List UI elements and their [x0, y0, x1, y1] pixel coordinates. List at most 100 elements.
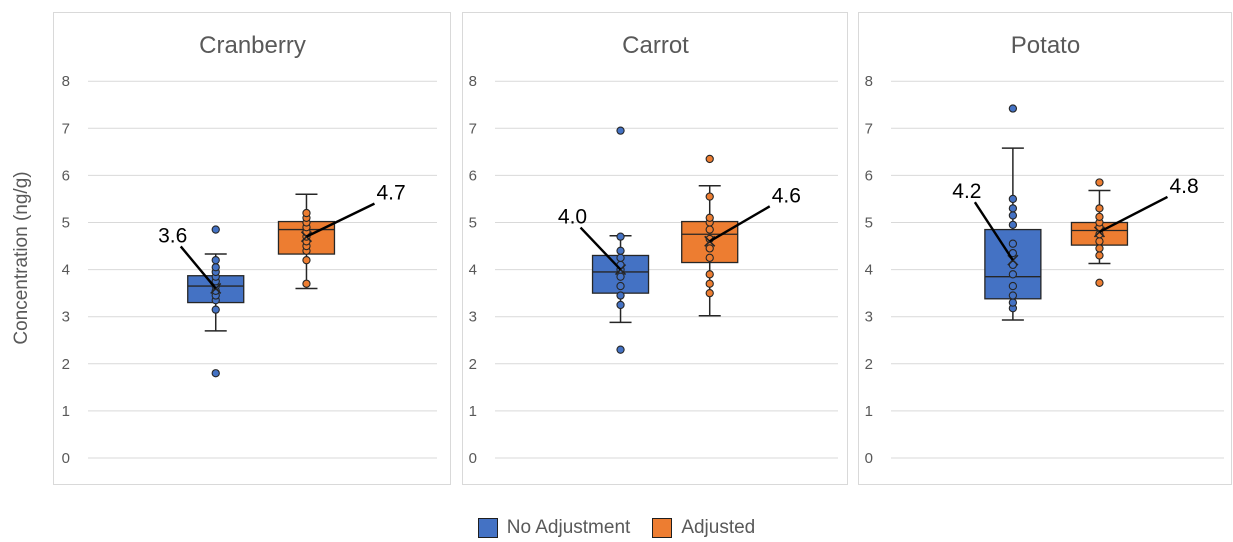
- mean-leader-line: [1098, 195, 1169, 233]
- data-point: [705, 213, 714, 222]
- legend-label-no-adjustment: No Adjustment: [506, 517, 631, 538]
- series-no-adjustment: 4.0: [558, 126, 650, 354]
- data-point: [616, 232, 625, 241]
- mean-label: 4.2: [952, 180, 981, 203]
- data-point: [616, 253, 625, 262]
- panel-carrot: Carrot 0 1 2 3 4 5 6 7 8 4.0 4.6: [462, 12, 848, 485]
- y-tick-label: 4: [865, 262, 873, 279]
- data-point: [1008, 211, 1018, 220]
- y-tick-label: 3: [865, 309, 873, 326]
- y-tick-label: 5: [469, 215, 477, 232]
- panel-border: [858, 12, 1232, 485]
- y-tick-label: 2: [62, 356, 70, 373]
- data-point: [211, 225, 220, 234]
- y-tick-label: 6: [469, 167, 477, 184]
- y-tick-label: 6: [865, 167, 873, 184]
- data-point: [705, 225, 714, 234]
- data-point: [1008, 291, 1018, 300]
- box-plot-chart: Concentration (ng/g) Cranberry 0 1 2 3 4 5 6 7 8 3.…: [11, 12, 1232, 485]
- y-tick-label: 6: [62, 167, 70, 184]
- data-point: [616, 300, 625, 310]
- y-tick-label: 0: [469, 450, 477, 467]
- panel-potato: Potato 0 1 2 3 4 5 6 7 8 4.2 4.8: [858, 12, 1232, 485]
- legend-item-adjusted: Adjusted: [652, 517, 755, 539]
- data-point: [705, 288, 714, 298]
- data-point: [1095, 212, 1104, 221]
- data-point: [1095, 178, 1104, 187]
- legend-swatch-no-adjustment: [477, 518, 498, 538]
- data-point: [302, 256, 311, 265]
- panel-border: [462, 12, 848, 485]
- data-point: [1008, 281, 1018, 291]
- mean-label: 3.6: [158, 224, 187, 247]
- data-point: [616, 345, 625, 354]
- series-adjusted: 4.6: [681, 154, 801, 317]
- data-point: [616, 126, 625, 135]
- data-point: [1008, 194, 1018, 204]
- legend: No Adjustment Adjusted: [0, 514, 1233, 542]
- data-point: [616, 246, 625, 255]
- y-tick-label: 3: [62, 309, 70, 326]
- data-point: [705, 244, 714, 253]
- y-tick-label: 1: [865, 403, 873, 420]
- y-tick-label: 8: [865, 73, 873, 90]
- mean-label: 4.7: [376, 182, 405, 205]
- panel-title: Potato: [1011, 32, 1080, 59]
- y-tick-label: 7: [469, 120, 477, 137]
- data-point: [705, 279, 714, 288]
- data-point: [705, 192, 714, 201]
- data-point: [1095, 251, 1104, 260]
- y-tick-label: 2: [469, 356, 477, 373]
- data-point: [616, 281, 625, 291]
- series-adjusted: 4.7: [277, 182, 406, 290]
- y-tick-label: 4: [62, 262, 70, 279]
- mean-leader-line: [179, 245, 217, 290]
- y-tick-label: 0: [62, 450, 70, 467]
- mean-leader-line: [973, 201, 1014, 261]
- y-tick-label: 2: [865, 356, 873, 373]
- data-point: [705, 270, 714, 279]
- series-no-adjustment: 3.6: [158, 224, 245, 378]
- data-point: [616, 272, 625, 281]
- data-point: [211, 305, 220, 314]
- y-tick-label: 8: [469, 73, 477, 90]
- data-point: [302, 279, 311, 288]
- y-tick-label: 3: [469, 309, 477, 326]
- data-point: [1008, 298, 1018, 307]
- legend-label-adjusted: Adjusted: [681, 517, 756, 538]
- data-point: [1095, 204, 1104, 213]
- series-no-adjustment: 4.2: [952, 104, 1042, 321]
- data-point: [211, 256, 220, 265]
- mean-leader-line: [305, 202, 375, 238]
- data-point: [1008, 270, 1018, 279]
- data-point: [1008, 239, 1018, 248]
- y-tick-label: 1: [62, 403, 70, 420]
- panel-cranberry: Cranberry 0 1 2 3 4 5 6 7 8 3.6 4.7: [53, 12, 451, 485]
- mean-label: 4.0: [558, 206, 587, 229]
- y-tick-label: 1: [469, 403, 477, 420]
- data-point: [211, 263, 220, 272]
- data-point: [616, 291, 625, 300]
- data-point: [1095, 237, 1104, 246]
- y-tick-label: 0: [865, 450, 873, 467]
- data-point: [705, 154, 714, 164]
- y-tick-label: 7: [62, 120, 70, 137]
- y-axis-title: Concentration (ng/g): [11, 171, 32, 344]
- y-tick-label: 7: [865, 120, 873, 137]
- panel-border: [53, 12, 451, 485]
- mean-label: 4.6: [772, 184, 801, 207]
- data-point: [1008, 104, 1018, 113]
- mean-leader-line: [579, 226, 622, 271]
- y-tick-label: 5: [865, 215, 873, 232]
- y-tick-label: 4: [469, 262, 477, 279]
- y-tick-label: 8: [62, 73, 70, 90]
- data-point: [1008, 220, 1018, 230]
- mean-label: 4.8: [1169, 175, 1198, 198]
- series-adjusted: 4.8: [1070, 175, 1199, 287]
- legend-swatch-adjusted: [652, 518, 673, 538]
- mean-leader-line: [709, 205, 771, 243]
- data-point: [1008, 204, 1018, 213]
- panel-title: Cranberry: [199, 32, 306, 59]
- data-point: [1095, 244, 1104, 253]
- legend-item-no-adjustment: No Adjustment: [477, 517, 631, 539]
